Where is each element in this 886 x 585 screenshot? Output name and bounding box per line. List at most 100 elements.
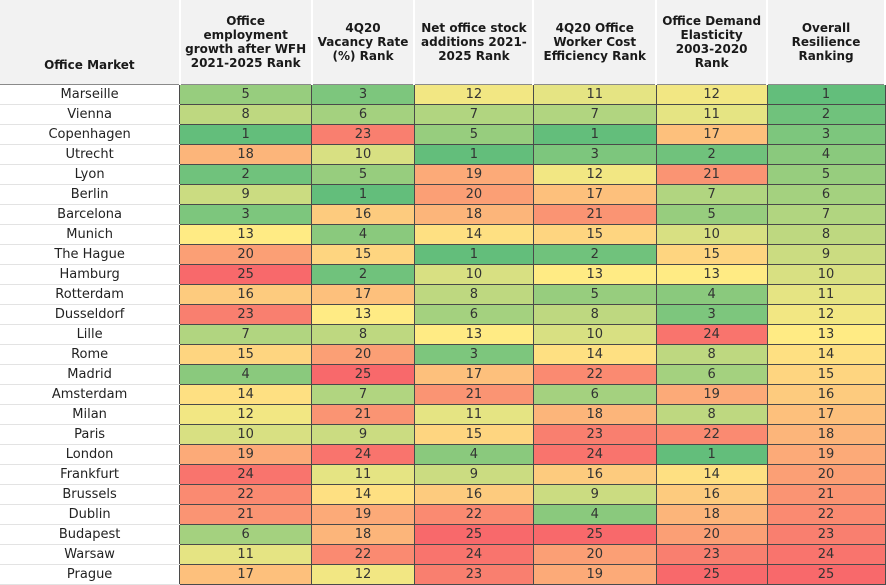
market-name-cell: Budapest [0, 524, 180, 545]
rank-cell-overall-resilience: 2 [766, 103, 886, 125]
rank-cell-overall-resilience: 13 [766, 323, 886, 345]
rank-cell-overall-resilience: 20 [766, 463, 886, 485]
rank-cell-stock-additions: 13 [413, 323, 534, 345]
rank-cell-employment-growth: 17 [179, 563, 313, 585]
rank-cell-demand-elasticity: 14 [655, 463, 768, 485]
rank-cell-demand-elasticity: 15 [655, 243, 768, 265]
rank-cell-cost-efficiency: 14 [532, 343, 657, 365]
table-row: Munich 13 4 14 15 10 8 [0, 223, 886, 245]
rank-cell-cost-efficiency: 12 [532, 163, 657, 185]
market-name-cell: Berlin [0, 184, 180, 205]
rank-cell-employment-growth: 21 [179, 503, 313, 525]
market-name-cell: Utrecht [0, 144, 180, 165]
rank-cell-demand-elasticity: 17 [655, 123, 768, 145]
rank-cell-vacancy-rate: 4 [311, 223, 415, 245]
header-row: Office Market Office employment growth a… [0, 0, 886, 84]
table-row: Paris 10 9 15 23 22 18 [0, 423, 886, 445]
rank-cell-demand-elasticity: 8 [655, 403, 768, 425]
rank-cell-employment-growth: 1 [179, 123, 313, 145]
rank-cell-vacancy-rate: 21 [311, 403, 415, 425]
rank-cell-vacancy-rate: 11 [311, 463, 415, 485]
rank-cell-stock-additions: 7 [413, 103, 534, 125]
rank-cell-overall-resilience: 11 [766, 283, 886, 305]
market-name-cell: Lyon [0, 164, 180, 185]
rank-cell-stock-additions: 12 [413, 83, 534, 105]
rank-cell-vacancy-rate: 1 [311, 183, 415, 205]
table-row: Dusseldorf 23 13 6 8 3 12 [0, 303, 886, 325]
rank-cell-stock-additions: 1 [413, 243, 534, 265]
rank-cell-cost-efficiency: 7 [532, 103, 657, 125]
rank-cell-employment-growth: 25 [179, 263, 313, 285]
rank-cell-cost-efficiency: 6 [532, 383, 657, 405]
rank-cell-demand-elasticity: 3 [655, 303, 768, 325]
rank-cell-overall-resilience: 18 [766, 423, 886, 445]
rank-cell-vacancy-rate: 25 [311, 363, 415, 385]
market-name-cell: Munich [0, 224, 180, 245]
rank-cell-overall-resilience: 19 [766, 443, 886, 465]
rank-cell-overall-resilience: 23 [766, 523, 886, 545]
rank-cell-cost-efficiency: 13 [532, 263, 657, 285]
market-name-cell: Warsaw [0, 544, 180, 565]
rank-cell-stock-additions: 23 [413, 563, 534, 585]
rank-cell-overall-resilience: 7 [766, 203, 886, 225]
market-name-cell: Copenhagen [0, 124, 180, 145]
rank-cell-overall-resilience: 21 [766, 483, 886, 505]
rank-cell-stock-additions: 20 [413, 183, 534, 205]
table-row: Hamburg 25 2 10 13 13 10 [0, 263, 886, 285]
rank-cell-stock-additions: 17 [413, 363, 534, 385]
rank-cell-stock-additions: 24 [413, 543, 534, 565]
table-row: Amsterdam 14 7 21 6 19 16 [0, 383, 886, 405]
rank-cell-cost-efficiency: 24 [532, 443, 657, 465]
table-row: Marseille 5 3 12 11 12 1 [0, 83, 886, 105]
column-header-stock-additions: Net office stock additions 2021-2025 Ran… [414, 0, 535, 84]
rank-cell-demand-elasticity: 21 [655, 163, 768, 185]
rank-cell-overall-resilience: 10 [766, 263, 886, 285]
rank-cell-overall-resilience: 22 [766, 503, 886, 525]
rank-cell-cost-efficiency: 21 [532, 203, 657, 225]
rank-cell-employment-growth: 10 [179, 423, 313, 445]
rank-cell-stock-additions: 19 [413, 163, 534, 185]
rank-cell-overall-resilience: 12 [766, 303, 886, 325]
table-row: Budapest 6 18 25 25 20 23 [0, 523, 886, 545]
column-header-demand-elasticity: Office Demand Elasticity 2003-2020 Rank [656, 0, 769, 84]
table-row: Milan 12 21 11 18 8 17 [0, 403, 886, 425]
table-row: Brussels 22 14 16 9 16 21 [0, 483, 886, 505]
rank-cell-employment-growth: 8 [179, 103, 313, 125]
market-name-cell: Marseille [0, 83, 180, 105]
rank-cell-vacancy-rate: 24 [311, 443, 415, 465]
rank-cell-vacancy-rate: 6 [311, 103, 415, 125]
rank-cell-demand-elasticity: 24 [655, 323, 768, 345]
market-name-cell: Prague [0, 564, 180, 585]
rank-cell-demand-elasticity: 16 [655, 483, 768, 505]
rank-cell-employment-growth: 9 [179, 183, 313, 205]
rank-cell-stock-additions: 25 [413, 523, 534, 545]
market-name-cell: Brussels [0, 484, 180, 505]
rank-cell-cost-efficiency: 3 [532, 143, 657, 165]
rank-cell-cost-efficiency: 5 [532, 283, 657, 305]
market-name-cell: Dusseldorf [0, 304, 180, 325]
rank-cell-stock-additions: 18 [413, 203, 534, 225]
rank-cell-overall-resilience: 16 [766, 383, 886, 405]
rank-cell-vacancy-rate: 23 [311, 123, 415, 145]
rank-cell-employment-growth: 18 [179, 143, 313, 165]
table-row: Lille 7 8 13 10 24 13 [0, 323, 886, 345]
rank-cell-demand-elasticity: 5 [655, 203, 768, 225]
rank-cell-vacancy-rate: 19 [311, 503, 415, 525]
rank-cell-overall-resilience: 1 [766, 83, 886, 105]
rank-cell-overall-resilience: 5 [766, 163, 886, 185]
rank-cell-vacancy-rate: 7 [311, 383, 415, 405]
rank-cell-overall-resilience: 14 [766, 343, 886, 365]
rank-cell-vacancy-rate: 8 [311, 323, 415, 345]
market-name-cell: Madrid [0, 364, 180, 385]
rank-cell-demand-elasticity: 11 [655, 103, 768, 125]
market-name-cell: The Hague [0, 244, 180, 265]
rank-cell-cost-efficiency: 1 [532, 123, 657, 145]
rank-cell-demand-elasticity: 18 [655, 503, 768, 525]
rank-cell-employment-growth: 6 [179, 523, 313, 545]
rank-cell-demand-elasticity: 2 [655, 143, 768, 165]
rank-cell-vacancy-rate: 2 [311, 263, 415, 285]
rank-cell-overall-resilience: 24 [766, 543, 886, 565]
market-name-cell: Frankfurt [0, 464, 180, 485]
rank-cell-demand-elasticity: 12 [655, 83, 768, 105]
